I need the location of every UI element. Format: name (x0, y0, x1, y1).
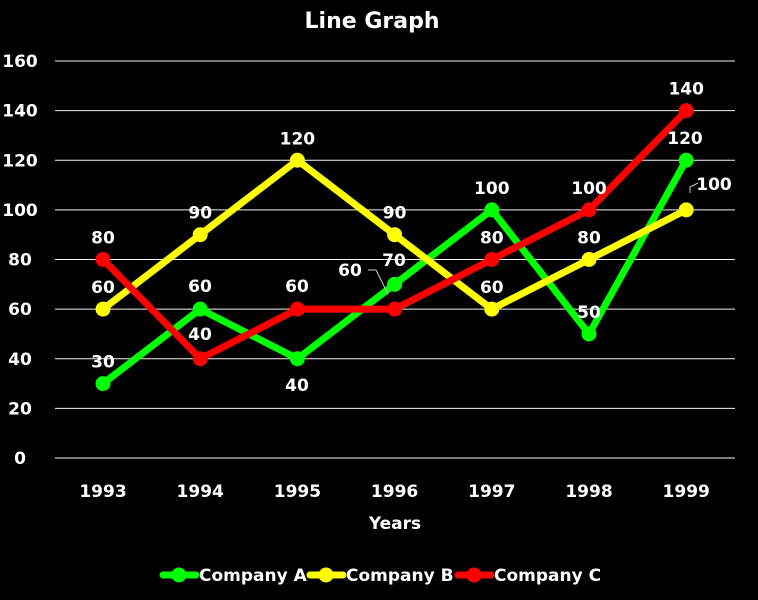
y-tick-label: 80 (8, 251, 32, 271)
data-point (95, 252, 111, 267)
data-label: 40 (285, 376, 309, 396)
legend-label: Company C (494, 566, 601, 586)
data-labels: 30 60 40 70 100 50 120 60 90 120 90 60 80 100 80 40 60 60… (91, 80, 732, 396)
data-point (192, 301, 208, 317)
data-point (581, 202, 597, 218)
y-tick-label: 60 (8, 300, 32, 320)
data-label: 60 (91, 278, 115, 298)
data-label: 60 (285, 277, 309, 297)
y-tick-label: 20 (8, 399, 32, 419)
y-tick-label: 120 (2, 151, 38, 171)
data-point (678, 152, 694, 168)
y-axis-ticks: 0 20 40 60 80 100 120 140 160 (2, 52, 38, 469)
label-leader-line (689, 182, 699, 193)
x-tick-label: 1996 (371, 482, 418, 502)
data-point (484, 252, 500, 267)
data-label: 100 (474, 179, 510, 199)
y-tick-label: 140 (2, 102, 38, 122)
data-point (484, 301, 500, 317)
data-point (484, 202, 500, 218)
series-points (95, 103, 694, 392)
x-tick-label: 1997 (468, 482, 515, 502)
x-tick-label: 1999 (663, 482, 710, 502)
legend-swatch-marker (171, 567, 187, 583)
legend-swatch-marker (318, 567, 334, 583)
data-label: 120 (667, 129, 703, 149)
data-label: 60 (480, 278, 504, 298)
data-label: 60 (338, 261, 362, 281)
data-point (289, 152, 305, 168)
data-point (678, 103, 694, 119)
data-point (387, 301, 403, 317)
label-leader-line (368, 269, 389, 295)
data-point (678, 202, 694, 218)
chart-title: Line Graph (305, 9, 440, 34)
x-axis-ticks: 1993 1994 1995 1996 1997 1998 1999 (79, 482, 710, 502)
y-tick-label: 160 (2, 52, 38, 72)
data-label: 120 (280, 129, 316, 149)
data-label: 100 (571, 179, 607, 199)
x-tick-label: 1998 (565, 482, 612, 502)
legend: Company A Company B Company C (159, 566, 601, 586)
data-label: 90 (188, 204, 212, 224)
data-point (387, 227, 403, 243)
data-point (581, 326, 597, 342)
legend-label: Company B (346, 566, 454, 586)
data-point (192, 227, 208, 243)
data-label: 40 (188, 325, 212, 345)
data-label: 80 (577, 229, 601, 249)
data-point (95, 301, 111, 317)
data-label: 60 (188, 277, 212, 297)
data-label: 70 (382, 251, 406, 271)
data-point (192, 351, 208, 367)
data-label: 100 (696, 175, 732, 195)
x-tick-label: 1995 (274, 482, 321, 502)
data-point (95, 376, 111, 392)
y-tick-label: 0 (14, 449, 26, 469)
y-tick-label: 40 (8, 350, 32, 370)
data-point (387, 276, 403, 292)
legend-label: Company A (199, 566, 308, 586)
data-point (289, 301, 305, 317)
data-label: 80 (480, 229, 504, 249)
y-tick-label: 100 (2, 201, 38, 221)
data-point (581, 252, 597, 267)
data-label: 80 (91, 229, 115, 249)
data-label: 30 (91, 353, 115, 373)
x-tick-label: 1993 (79, 482, 126, 502)
data-label: 140 (668, 80, 704, 100)
legend-swatch-marker (466, 567, 482, 583)
x-tick-label: 1994 (177, 482, 224, 502)
data-label: 90 (383, 204, 407, 224)
data-point (289, 351, 305, 367)
x-axis-label: Years (368, 514, 421, 534)
data-label: 50 (577, 303, 601, 323)
